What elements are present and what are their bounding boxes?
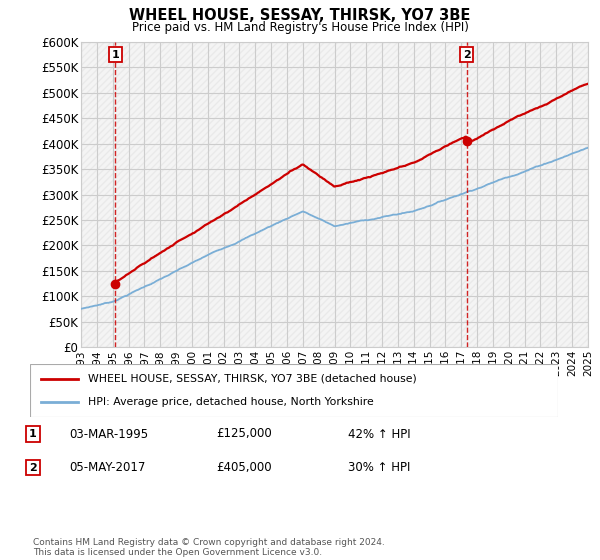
Text: £125,000: £125,000 — [216, 427, 272, 441]
Text: 05-MAY-2017: 05-MAY-2017 — [69, 461, 145, 474]
FancyBboxPatch shape — [30, 364, 558, 417]
Text: £405,000: £405,000 — [216, 461, 272, 474]
Text: 2: 2 — [29, 463, 37, 473]
Text: Contains HM Land Registry data © Crown copyright and database right 2024.
This d: Contains HM Land Registry data © Crown c… — [33, 538, 385, 557]
Text: 2: 2 — [463, 50, 470, 59]
Text: HPI: Average price, detached house, North Yorkshire: HPI: Average price, detached house, Nort… — [88, 397, 374, 407]
Text: 42% ↑ HPI: 42% ↑ HPI — [348, 427, 410, 441]
Text: Price paid vs. HM Land Registry's House Price Index (HPI): Price paid vs. HM Land Registry's House … — [131, 21, 469, 34]
Text: 1: 1 — [112, 50, 119, 59]
Text: 03-MAR-1995: 03-MAR-1995 — [69, 427, 148, 441]
Text: 30% ↑ HPI: 30% ↑ HPI — [348, 461, 410, 474]
Text: WHEEL HOUSE, SESSAY, THIRSK, YO7 3BE: WHEEL HOUSE, SESSAY, THIRSK, YO7 3BE — [130, 8, 470, 24]
Text: WHEEL HOUSE, SESSAY, THIRSK, YO7 3BE (detached house): WHEEL HOUSE, SESSAY, THIRSK, YO7 3BE (de… — [88, 374, 417, 384]
Text: 1: 1 — [29, 429, 37, 439]
